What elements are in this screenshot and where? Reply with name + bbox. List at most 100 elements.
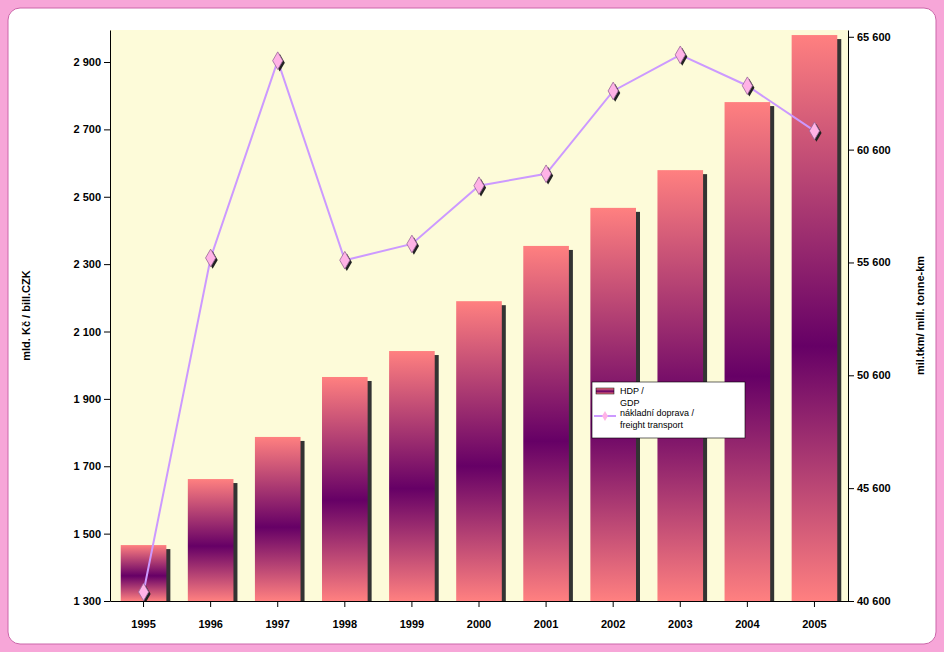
tick-label: 1996 [198,618,222,630]
tick-mark [848,150,854,151]
tick-mark [104,534,110,535]
tick-label: 40 600 [857,595,891,607]
marker [742,77,752,95]
tick-mark [848,375,854,376]
tick-label: 1 900 [73,393,101,405]
tick-label: 2000 [467,618,491,630]
tick-mark [104,62,110,63]
y2-axis-title: mil.tkm/ mill. tonne-km [914,256,926,375]
tick: 2 100 [73,326,110,338]
chart: 1 300 1 500 1 700 1 900 2 100 2 300 2 500 2 700… [0,0,944,652]
tick-mark [104,129,110,130]
tick: 1 900 [73,393,110,405]
plot-area [110,30,848,601]
tick: 1 500 [73,528,110,540]
bar [188,479,234,601]
tick: 2 900 [73,56,110,68]
tick-label: 2001 [534,618,558,630]
tick: 1995 [131,601,155,630]
tick-label: 50 600 [857,369,891,381]
page-border [0,0,944,652]
tick-label: 2 900 [73,56,101,68]
legend-swatch [596,388,614,394]
tick-mark [411,601,412,607]
tick-label: 2 300 [73,258,101,270]
tick: 1997 [265,601,289,630]
tick: 1998 [333,601,357,630]
tick-mark [104,197,110,198]
marker [541,165,551,183]
bar [255,437,301,601]
y-axis-line [110,31,111,602]
tick: 65 600 [848,31,891,43]
y-axis: 1 300 1 500 1 700 1 900 2 100 2 300 2 500 2 700… [73,31,110,608]
tick-mark [104,601,110,602]
chart-area [8,8,936,644]
tick-label: 1 700 [73,460,101,472]
tick-label: 60 600 [857,144,891,156]
legend-marker [602,411,608,421]
tick-label: 1 500 [73,528,101,540]
bar [121,545,167,601]
marker [407,235,417,253]
tick: 1999 [400,601,424,630]
line [144,55,815,592]
tick: 2003 [668,601,692,630]
legend-label: nákladní doprava /freight transport [620,408,695,430]
marker [138,583,148,601]
tick: 2 700 [73,123,110,135]
tick-label: 2003 [668,618,692,630]
tick: 2000 [467,601,491,630]
tick-mark [344,601,345,607]
tick: 1996 [198,601,222,630]
tick-mark [814,601,815,607]
marker [675,46,685,64]
tick-label: 55 600 [857,256,891,268]
tick-mark [848,601,854,602]
tick: 1 700 [73,460,110,472]
legend-label: HDP /GDP [620,386,644,408]
tick-mark [104,466,110,467]
legend-box [592,382,745,438]
x-axis: 1995 1996 1997 1998 1999 2000 2001 2002 2003 2004… [111,601,849,630]
y2-axis-line [848,31,849,602]
tick-label: 1997 [265,618,289,630]
marker [608,82,618,100]
tick: 1 300 [73,595,110,607]
legend: HDP /GDPnákladní doprava /freight transp… [592,382,745,438]
tick-label: 2005 [802,618,826,630]
tick-mark [104,332,110,333]
marker [340,251,350,269]
tick-label: 2004 [735,618,760,630]
tick: 2 500 [73,191,110,203]
tick-mark [613,601,614,607]
tick: 60 600 [848,144,891,156]
tick-label: 65 600 [857,31,891,43]
tick-mark [104,264,110,265]
tick: 2001 [534,601,558,630]
tick-label: 1999 [400,618,424,630]
tick: 50 600 [848,369,891,381]
tick-mark [848,488,854,489]
tick: 55 600 [848,256,891,268]
tick-label: 2 500 [73,191,101,203]
tick-label: 2 700 [73,123,101,135]
marker [206,249,216,267]
bar [389,351,435,601]
tick-mark [680,601,681,607]
tick-mark [747,601,748,607]
bar [322,377,368,601]
tick-mark [479,601,480,607]
tick: 2002 [601,601,625,630]
tick-label: 1 300 [73,595,101,607]
tick-mark [546,601,547,607]
tick-label: 2 100 [73,326,101,338]
bar [523,246,569,601]
tick-label: 1995 [131,618,155,630]
tick-mark [848,262,854,263]
tick: 2005 [802,601,826,630]
tick-mark [104,399,110,400]
tick-label: 45 600 [857,482,891,494]
marker [273,52,283,70]
tick: 40 600 [848,595,891,607]
